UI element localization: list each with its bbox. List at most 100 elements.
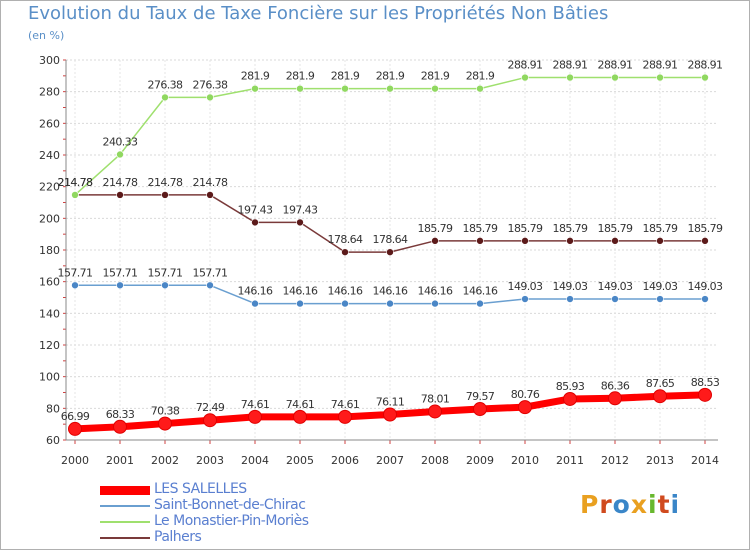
data-label-3: 197.43 [283,203,318,216]
y-tick-label: 280 [39,86,60,99]
data-label-1: 157.71 [148,266,183,279]
data-label-2: 281.9 [286,70,315,83]
data-point-2 [656,73,664,82]
data-label-1: 146.16 [373,285,408,298]
y-tick-label: 240 [39,149,60,162]
data-point-0 [113,419,127,434]
data-point-0 [338,409,352,424]
data-point-1 [656,295,664,303]
data-label-3: 185.79 [598,222,633,235]
data-label-2: 288.91 [643,59,678,72]
data-label-2: 288.91 [553,59,588,72]
data-label-3: 214.78 [193,176,228,189]
x-tick-label: 2010 [511,454,539,467]
data-label-0: 74.61 [286,398,315,411]
data-label-2: 281.9 [241,70,270,83]
x-tick-label: 2006 [331,454,359,467]
data-point-3 [566,237,574,245]
data-point-0 [68,421,82,436]
x-tick-label: 2007 [376,454,404,467]
data-label-2: 281.9 [331,70,360,83]
logo-letter: P [580,490,600,519]
data-label-2: 281.9 [421,70,450,83]
data-point-1 [116,281,124,290]
data-point-3 [251,218,259,227]
data-point-0 [518,400,532,415]
data-point-2 [431,84,439,93]
x-tick-label: 2011 [556,454,584,467]
data-label-2: 288.91 [508,59,543,72]
x-tick-label: 2005 [286,454,314,467]
data-point-1 [521,295,529,303]
data-point-3 [521,237,529,245]
data-point-3 [656,237,664,245]
data-label-2: 214.78 [58,176,93,189]
data-label-2: 288.91 [598,59,633,72]
data-point-0 [563,391,577,406]
x-tick-label: 2008 [421,454,449,467]
data-point-2 [701,73,709,82]
logo-letter: r [599,490,613,519]
data-label-1: 149.03 [508,280,543,293]
x-tick-label: 2009 [466,454,494,467]
data-label-1: 146.16 [418,285,453,298]
data-point-1 [701,295,709,303]
legend-swatch-saint-bonnet-de-chirac [100,505,150,507]
data-point-0 [383,407,397,422]
y-tick-label: 200 [39,212,60,225]
data-label-1: 146.16 [283,285,318,298]
data-point-2 [341,84,349,93]
legend-item-palhers: Palhers [100,529,430,546]
data-point-3 [386,248,394,256]
legend-swatch-les-salelles [100,486,150,495]
data-point-0 [203,413,217,428]
data-label-0: 87.65 [646,377,675,390]
data-label-1: 146.16 [463,285,498,298]
data-point-2 [71,191,79,199]
data-label-1: 157.71 [103,266,138,279]
x-tick-label: 2014 [691,454,719,467]
data-point-2 [566,73,574,82]
data-point-3 [206,191,214,199]
data-label-3: 185.79 [463,222,498,235]
data-label-0: 74.61 [331,398,360,411]
data-label-3: 197.43 [238,203,273,216]
data-label-3: 185.79 [508,222,543,235]
legend-swatch-palhers [100,537,150,539]
data-label-2: 281.9 [466,70,495,83]
data-point-1 [566,295,574,303]
data-point-0 [608,391,622,406]
data-label-2: 240.33 [103,135,138,148]
data-point-2 [386,84,394,93]
logo-letter: t [657,490,671,519]
x-tick-label: 2000 [61,454,89,467]
data-label-3: 185.79 [418,222,453,235]
data-point-3 [161,191,169,199]
x-tick-label: 2002 [151,454,179,467]
data-label-2: 276.38 [148,78,183,91]
data-point-1 [206,281,214,290]
data-point-2 [251,84,259,93]
data-point-2 [476,84,484,93]
data-label-0: 78.01 [421,392,450,405]
data-point-1 [296,299,304,308]
x-tick-label: 2003 [196,454,224,467]
data-point-0 [293,409,307,424]
legend-item-les-salelles: LES SALELLES [100,481,430,498]
data-point-0 [698,387,712,402]
data-label-1: 149.03 [688,280,723,293]
data-label-0: 80.76 [511,388,540,401]
x-tick-label: 2001 [106,454,134,467]
data-point-3 [296,218,304,227]
data-point-0 [248,409,262,424]
data-point-1 [431,299,439,308]
y-tick-label: 140 [39,307,60,320]
data-point-0 [158,416,172,431]
data-point-0 [473,402,487,417]
x-tick-label: 2013 [646,454,674,467]
data-label-3: 178.64 [328,233,363,246]
data-label-2: 288.91 [688,59,723,72]
legend-label-le-monastier-pin-mories: Le Monastier-Pin-Moriès [154,513,309,529]
data-point-1 [161,281,169,290]
data-label-3: 185.79 [688,222,723,235]
